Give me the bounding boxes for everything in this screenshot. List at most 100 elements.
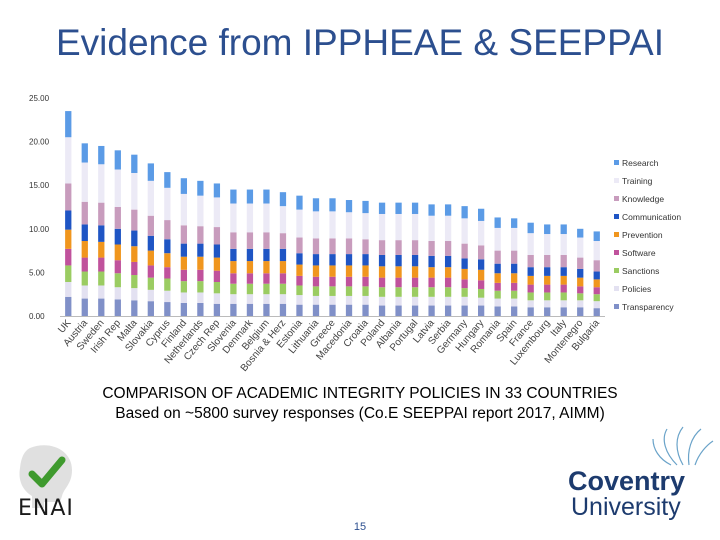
bar-segment [296,304,303,316]
bar-segment [544,284,551,293]
bar-segment [560,254,567,268]
bar-segment [213,244,221,258]
bar-segment [362,254,369,266]
bar-segment [345,304,353,316]
bar-segment [494,273,501,283]
bar-segment [147,301,154,316]
bar-segment [362,286,369,296]
bar-segment [98,271,105,286]
bar-segment [577,277,584,287]
bar-segment [560,292,567,301]
bar-segment [81,201,88,225]
bar-segment [263,203,270,233]
bar-segment [593,294,600,302]
bar-segment [444,305,452,316]
bar-segment [81,224,88,242]
bar-segment [411,287,419,297]
bar-segment [560,267,567,276]
bar-segment [461,288,468,297]
bar-segment [577,286,584,294]
bar-segment [527,275,534,285]
bar-segment [312,254,320,266]
bar-segment [345,212,353,239]
caption-line-1: COMPARISON OF ACADEMIC INTEGRITY POLICIE… [102,385,618,402]
bar-segment [147,180,154,216]
bar-segment [378,266,386,278]
bar-segment [494,282,501,291]
bar-segment [197,302,204,316]
bar-segment [263,294,270,304]
bar-segment [362,295,369,305]
legend-swatch [614,160,619,165]
chart-legend: Research Training Knowledge Communication Pr… [614,158,681,312]
bar-segment [180,269,188,282]
caption-line-2: Based on ~5800 survey responses (Co.E SE… [115,405,605,422]
bar-segment [180,281,188,293]
y-tick-label: 20.00 [29,138,50,147]
bar-segment [411,277,419,288]
bar-segment [329,265,336,277]
bar-segment [511,282,518,291]
enai-logo-icon [19,445,72,508]
bar-segment [279,283,287,295]
bar-segment [411,240,419,255]
bar-segment [577,300,584,308]
bar-segment [164,302,171,316]
bar-segment [511,290,518,299]
bar-segment [230,189,237,204]
bar-segment [329,295,336,305]
bar-segment [428,305,435,316]
bar-segment [197,269,204,282]
bar-segment [81,257,88,272]
bar-segment [395,266,402,278]
bar-segment [329,276,336,287]
bar-segment [296,275,303,286]
bar-segment [527,254,534,268]
bar-segment [230,261,237,274]
bar-segment [362,213,369,240]
bar-segment [444,287,452,297]
bar-segment [511,263,518,274]
bar-segment [494,290,501,299]
bar-segment [147,163,154,181]
bar-segment [263,303,270,316]
bar-segment [478,208,485,221]
bar-segment [577,268,584,278]
bar-segment [494,227,501,251]
bar-segment [131,154,138,173]
bar-segment [544,300,551,308]
bar-segment [98,225,105,242]
bar-segment [65,265,72,282]
legend-swatch [614,196,619,201]
bar-segment [411,266,419,278]
bar-segment [560,224,567,235]
enai-logo-text: ENAI [18,496,74,521]
bar-segment [164,172,171,188]
bar-segment [114,244,121,261]
bar-segment [329,254,336,266]
bar-segment [560,300,567,308]
bar-segment [593,241,600,261]
bar-segment [131,230,138,247]
bar-segment [230,273,237,284]
legend-label: Sanctions [622,266,659,276]
bar-segment [279,303,287,316]
bar-segment [329,198,336,212]
bar-segment [560,234,567,255]
y-tick-label: 0.00 [29,312,45,321]
bar-segment [213,197,221,228]
bar-segment [98,202,105,226]
legend-swatch [614,286,619,291]
bar-segment [246,189,254,204]
bar-segment [577,228,584,238]
bar-segment [312,211,320,239]
bar-segment [478,220,485,246]
bar-segment [279,261,287,274]
bar-segment [395,213,402,241]
bar-segment [345,238,353,255]
bar-segment [544,234,551,255]
slide-title: Evidence from IPPHEAE & SEEPPAI [55,22,664,63]
bar-segment [511,218,518,228]
bar-segment [147,265,154,278]
